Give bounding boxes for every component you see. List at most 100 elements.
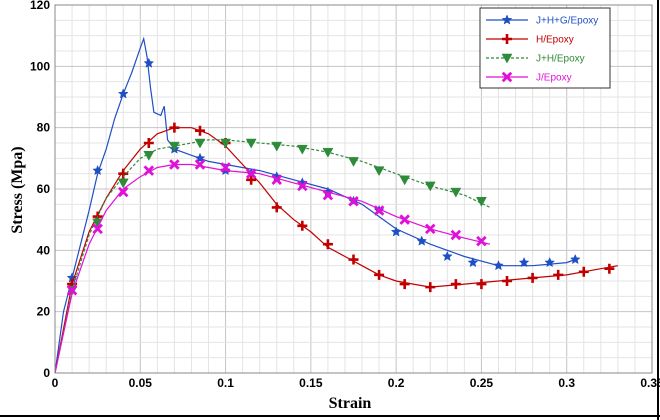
series-h-epoxy bbox=[54, 122, 619, 374]
series-line-j-h-g-epoxy bbox=[54, 36, 576, 374]
data-point-j-h-epoxy bbox=[194, 138, 206, 149]
data-point-j-h-epoxy bbox=[245, 138, 257, 149]
data-point-j-epoxy bbox=[399, 214, 410, 225]
legend: J+H+G/Epoxy H/Epoxy J+H/Epoxy J/Epoxy bbox=[479, 7, 611, 89]
data-point-j-h-epoxy bbox=[373, 166, 385, 177]
data-point-h-epoxy bbox=[604, 263, 615, 274]
y-axis-label: Stress (Mpa) bbox=[9, 146, 26, 233]
data-point-h-epoxy bbox=[527, 272, 538, 283]
y-tick-label: 40 bbox=[37, 243, 51, 257]
data-point-j-h-g-epoxy bbox=[569, 253, 581, 265]
data-point-j-h-epoxy bbox=[220, 138, 231, 149]
data-point-j-epoxy bbox=[476, 235, 487, 247]
data-point-h-epoxy bbox=[450, 279, 461, 290]
data-point-j-h-g-epoxy bbox=[493, 260, 504, 271]
data-point-h-epoxy bbox=[169, 122, 180, 133]
data-point-j-h-g-epoxy bbox=[143, 57, 155, 68]
x-tick-label: 0.1 bbox=[217, 376, 234, 390]
data-point-j-h-g-epoxy bbox=[390, 226, 402, 237]
data-point-h-epoxy bbox=[143, 138, 154, 148]
data-point-h-epoxy bbox=[425, 282, 436, 293]
data-point-j-epoxy bbox=[271, 174, 282, 186]
data-point-h-epoxy bbox=[399, 279, 410, 290]
legend-label-h-epoxy: H/Epoxy bbox=[536, 35, 574, 46]
data-point-j-h-g-epoxy bbox=[544, 256, 556, 268]
data-point-h-epoxy bbox=[297, 220, 308, 231]
series-line-h-epoxy bbox=[54, 127, 619, 374]
data-point-j-epoxy bbox=[117, 186, 129, 198]
x-tick-label: 0.3 bbox=[558, 376, 575, 390]
x-tick-label: 0.05 bbox=[129, 376, 153, 390]
data-point-j-h-g-epoxy bbox=[416, 235, 428, 246]
data-point-j-h-epoxy bbox=[476, 197, 487, 207]
y-tick-label: 100 bbox=[30, 59, 50, 73]
data-point-h-epoxy bbox=[322, 239, 333, 250]
data-point-h-epoxy bbox=[348, 254, 359, 265]
data-point-j-h-epoxy bbox=[322, 147, 334, 158]
data-point-j-epoxy bbox=[194, 159, 206, 170]
data-point-j-epoxy bbox=[245, 168, 257, 179]
data-point-j-epoxy bbox=[169, 159, 180, 170]
y-tick-label: 80 bbox=[37, 121, 51, 135]
data-point-h-epoxy bbox=[194, 125, 205, 136]
data-point-h-epoxy bbox=[502, 276, 513, 286]
y-tick-label: 0 bbox=[43, 366, 50, 380]
data-point-j-h-g-epoxy bbox=[467, 256, 479, 268]
series-group bbox=[54, 36, 619, 374]
legend-box bbox=[479, 7, 611, 89]
tick-labels: 0 0.05 0.1 0.15 0.2 0.25 0.3 0.35 0 20 40 60 80 100 12… bbox=[30, 0, 660, 390]
legend-marker-h-epoxy bbox=[502, 34, 512, 44]
y-tick-label: 20 bbox=[37, 305, 51, 319]
data-point-j-h-epoxy bbox=[399, 175, 411, 186]
data-point-h-epoxy bbox=[246, 174, 257, 185]
data-point-j-epoxy bbox=[322, 189, 334, 201]
data-point-j-h-g-epoxy bbox=[518, 256, 530, 268]
legend-label-j-h-epoxy: J+H/Epoxy bbox=[536, 54, 585, 65]
legend-marker-j-epoxy bbox=[501, 71, 513, 83]
series-j-epoxy bbox=[54, 159, 491, 374]
legend-marker-j-h-epoxy bbox=[501, 53, 513, 64]
data-point-j-h-epoxy bbox=[450, 187, 462, 198]
data-point-j-h-epoxy bbox=[117, 178, 129, 189]
data-point-j-h-epoxy bbox=[168, 141, 180, 152]
data-point-h-epoxy bbox=[374, 269, 385, 280]
data-point-j-epoxy bbox=[143, 165, 155, 176]
series-line-j-epoxy bbox=[54, 163, 491, 374]
data-point-h-epoxy bbox=[476, 279, 487, 290]
x-tick-label: 0.25 bbox=[470, 376, 494, 390]
data-point-j-epoxy bbox=[348, 196, 359, 207]
data-point-j-epoxy bbox=[373, 205, 385, 216]
x-tick-label: 0 bbox=[52, 376, 59, 390]
data-point-j-epoxy bbox=[92, 223, 103, 235]
data-point-h-epoxy bbox=[271, 202, 282, 213]
data-point-j-epoxy bbox=[450, 229, 462, 241]
data-point-h-epoxy bbox=[578, 266, 589, 277]
data-point-h-epoxy bbox=[553, 269, 564, 280]
data-point-j-h-epoxy bbox=[424, 181, 436, 192]
series-j-h-g-epoxy bbox=[54, 36, 581, 374]
x-tick-label: 0.35 bbox=[640, 376, 660, 390]
data-point-j-h-epoxy bbox=[271, 141, 283, 152]
legend-label-j-epoxy: J/Epoxy bbox=[536, 73, 572, 84]
x-axis-label: Strain bbox=[329, 395, 372, 412]
x-tick-label: 0.2 bbox=[388, 376, 405, 390]
data-point-j-h-epoxy bbox=[296, 144, 308, 155]
legend-label-j-h-g-epoxy: J+H+G/Epoxy bbox=[536, 16, 598, 27]
data-point-j-epoxy bbox=[425, 223, 436, 235]
series-line-j-h-epoxy bbox=[54, 139, 491, 374]
legend-marker-j-h-g-epoxy bbox=[501, 14, 513, 25]
data-point-j-epoxy bbox=[297, 180, 308, 192]
y-tick-label: 120 bbox=[30, 0, 50, 12]
data-point-j-epoxy bbox=[220, 162, 231, 173]
data-point-j-h-epoxy bbox=[348, 157, 359, 167]
data-point-j-h-epoxy bbox=[143, 151, 155, 161]
data-point-j-epoxy bbox=[66, 284, 78, 296]
x-tick-label: 0.15 bbox=[299, 376, 323, 390]
data-point-j-h-g-epoxy bbox=[441, 250, 453, 262]
data-point-j-h-g-epoxy bbox=[117, 88, 129, 99]
data-point-j-h-g-epoxy bbox=[92, 164, 104, 176]
plot-area-border bbox=[54, 4, 653, 374]
series-j-h-epoxy bbox=[54, 138, 491, 374]
